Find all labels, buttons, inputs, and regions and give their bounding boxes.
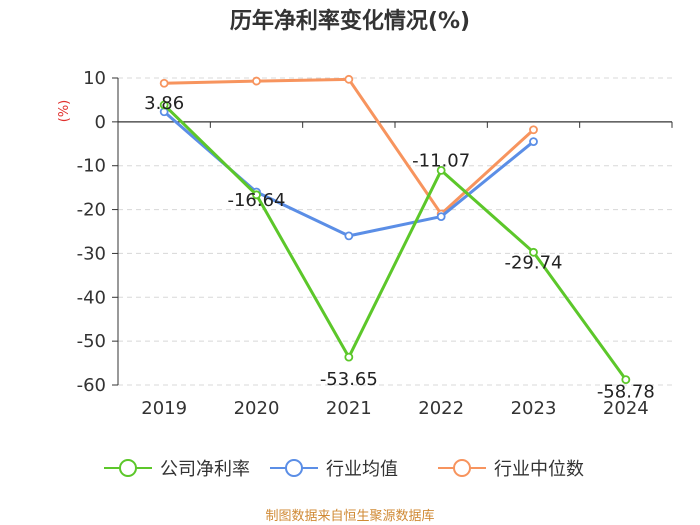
y-tick-label: -40	[77, 287, 106, 308]
data-labels: 3.86 -16.64 -53.65 -11.07 -29.74 -58.78	[144, 93, 655, 403]
legend-marker-icon	[119, 459, 137, 477]
data-point	[344, 352, 354, 362]
series-line	[163, 110, 535, 238]
legend-item[interactable]: 行业均值	[270, 459, 398, 480]
legend-item[interactable]: 行业中位数	[438, 459, 584, 480]
legend-marker-icon	[453, 459, 471, 477]
source-note: 制图数据来自恒生聚源数据库	[265, 508, 434, 524]
y-tick-label: 0	[95, 112, 106, 133]
data-label: -58.78	[597, 382, 655, 403]
data-point	[436, 212, 446, 221]
y-tick-label: -20	[77, 200, 106, 221]
y-tick-label: -30	[77, 243, 106, 264]
y-tick-label: -10	[77, 156, 106, 177]
series-line	[163, 103, 628, 381]
gridlines	[118, 77, 672, 386]
data-point	[344, 231, 354, 241]
data-point	[529, 125, 538, 135]
data-label: -11.07	[412, 150, 470, 171]
data-point	[159, 100, 169, 110]
data-point	[344, 74, 354, 84]
data-label: -29.74	[504, 252, 562, 273]
data-point	[529, 247, 538, 257]
y-tick-label: 10	[83, 68, 106, 89]
legend[interactable]: 公司净利率 行业均值 行业中位数	[104, 459, 584, 480]
y-tick-label: -50	[77, 331, 106, 352]
x-tick-label: 2021	[326, 398, 372, 419]
legend-item[interactable]: 公司净利率	[104, 459, 250, 480]
series-layer	[159, 74, 631, 385]
data-label: 3.86	[144, 93, 184, 114]
x-tick-label: 2022	[418, 398, 464, 419]
axes: 10 0 -10 -20 -30 -40 -50 -60 2019 2020 2021 2022 202…	[77, 68, 673, 419]
legend-label: 行业均值	[326, 459, 398, 480]
y-axis-label: (%)	[57, 100, 72, 123]
data-label: -53.65	[320, 369, 378, 390]
legend-marker-icon	[285, 459, 303, 477]
data-point	[159, 78, 169, 88]
chart-title: 历年净利率变化情况(%)	[230, 8, 470, 34]
legend-label: 公司净利率	[160, 459, 250, 480]
data-point	[252, 190, 261, 200]
y-tick-label: -60	[77, 375, 106, 396]
x-tick-label: 2024	[603, 398, 649, 419]
series-line	[164, 77, 535, 216]
data-point	[436, 166, 446, 175]
x-tick-label: 2020	[234, 398, 280, 419]
data-point	[621, 375, 631, 385]
data-label: -16.64	[227, 190, 285, 211]
legend-label: 行业中位数	[494, 459, 584, 480]
x-tick-label: 2019	[141, 398, 187, 419]
x-tick-label: 2023	[511, 398, 557, 419]
data-point	[252, 76, 261, 86]
data-point	[529, 137, 538, 146]
